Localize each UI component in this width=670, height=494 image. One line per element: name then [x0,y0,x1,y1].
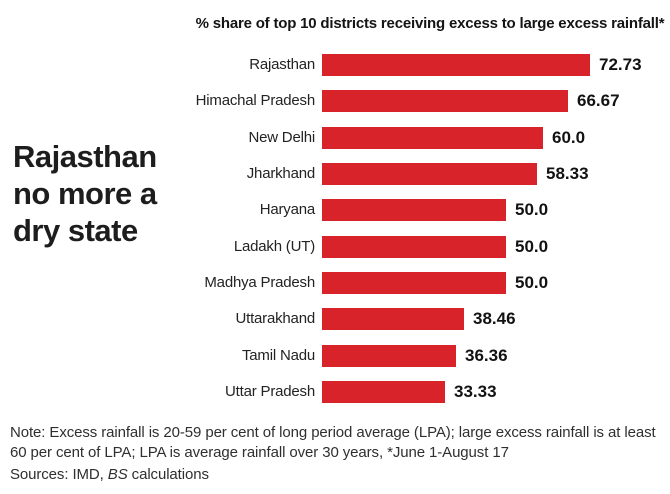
bar-row: Tamil Nadu 36.36 [0,345,670,367]
chart-title: % share of top 10 districts receiving ex… [195,15,665,32]
sources-suffix: calculations [127,466,209,483]
bar-row: Himachal Pradesh 66.67 [0,90,670,112]
bar [322,90,568,112]
value-label: 36.36 [465,346,508,365]
sources-text: Sources: IMD, BS calculations [10,465,209,485]
category-label: Himachal Pradesh [195,92,316,109]
value-label: 50.0 [515,200,549,219]
category-label: Haryana [259,201,315,218]
bar-row: Rajasthan 72.73 [0,54,670,76]
bar-row: New Delhi 60.0 [0,127,670,149]
category-label: Uttar Pradesh [225,383,315,400]
bar-row: Uttarakhand 38.46 [0,308,670,330]
value-label: 66.67 [577,91,620,110]
category-label: Madhya Pradesh [204,274,315,291]
value-label: 72.73 [599,55,642,74]
bar [322,381,445,403]
bar-chart: Rajasthan 72.73 Himachal Pradesh 66.67 New D… [0,54,670,404]
headline: Rajasthan no more a dry state [13,139,157,248]
value-label: 60.0 [552,128,586,147]
value-label: 33.33 [454,382,497,401]
category-label: Jharkhand [246,165,315,182]
category-label: Tamil Nadu [241,347,315,364]
bar-row: Madhya Pradesh 50.0 [0,272,670,294]
bar [322,308,464,330]
bar-row: Haryana 50.0 [0,199,670,221]
bar [322,272,506,294]
category-label: Rajasthan [249,56,315,73]
bar [322,163,537,185]
value-label: 50.0 [515,237,549,256]
bar [322,236,506,258]
value-label: 50.0 [515,273,549,292]
bar [322,127,543,149]
bar [322,345,456,367]
category-label: Uttarakhand [235,310,315,327]
bar [322,54,590,76]
sources-prefix: Sources: IMD, [10,466,108,483]
sources-publication: BS [107,466,128,483]
category-label: Ladakh (UT) [233,238,315,255]
bar-row: Ladakh (UT) 50.0 [0,236,670,258]
note-text: Note: Excess rainfall is 20-59 per cent … [10,424,656,461]
bar [322,199,506,221]
value-label: 38.46 [473,309,516,328]
value-label: 58.33 [546,164,589,183]
bar-row: Uttar Pradesh 33.33 [0,381,670,403]
bar-row: Jharkhand 58.33 [0,163,670,185]
category-label: New Delhi [248,129,315,146]
